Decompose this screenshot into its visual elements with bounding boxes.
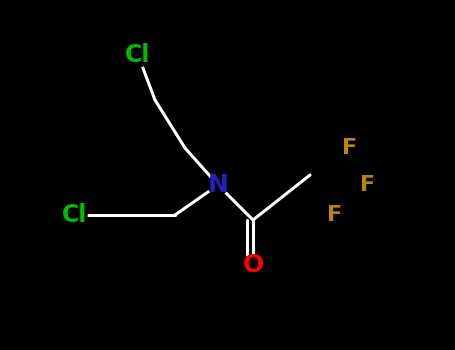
Text: Cl: Cl xyxy=(62,203,88,227)
Circle shape xyxy=(342,140,358,156)
Circle shape xyxy=(327,207,343,223)
Text: N: N xyxy=(207,173,228,197)
Circle shape xyxy=(243,255,263,275)
Circle shape xyxy=(63,203,87,227)
Text: F: F xyxy=(343,138,358,158)
Circle shape xyxy=(126,43,150,67)
Text: O: O xyxy=(243,253,263,277)
Circle shape xyxy=(208,175,228,195)
Circle shape xyxy=(360,177,376,193)
Text: Cl: Cl xyxy=(125,43,151,67)
Text: F: F xyxy=(328,205,343,225)
Text: F: F xyxy=(360,175,375,195)
